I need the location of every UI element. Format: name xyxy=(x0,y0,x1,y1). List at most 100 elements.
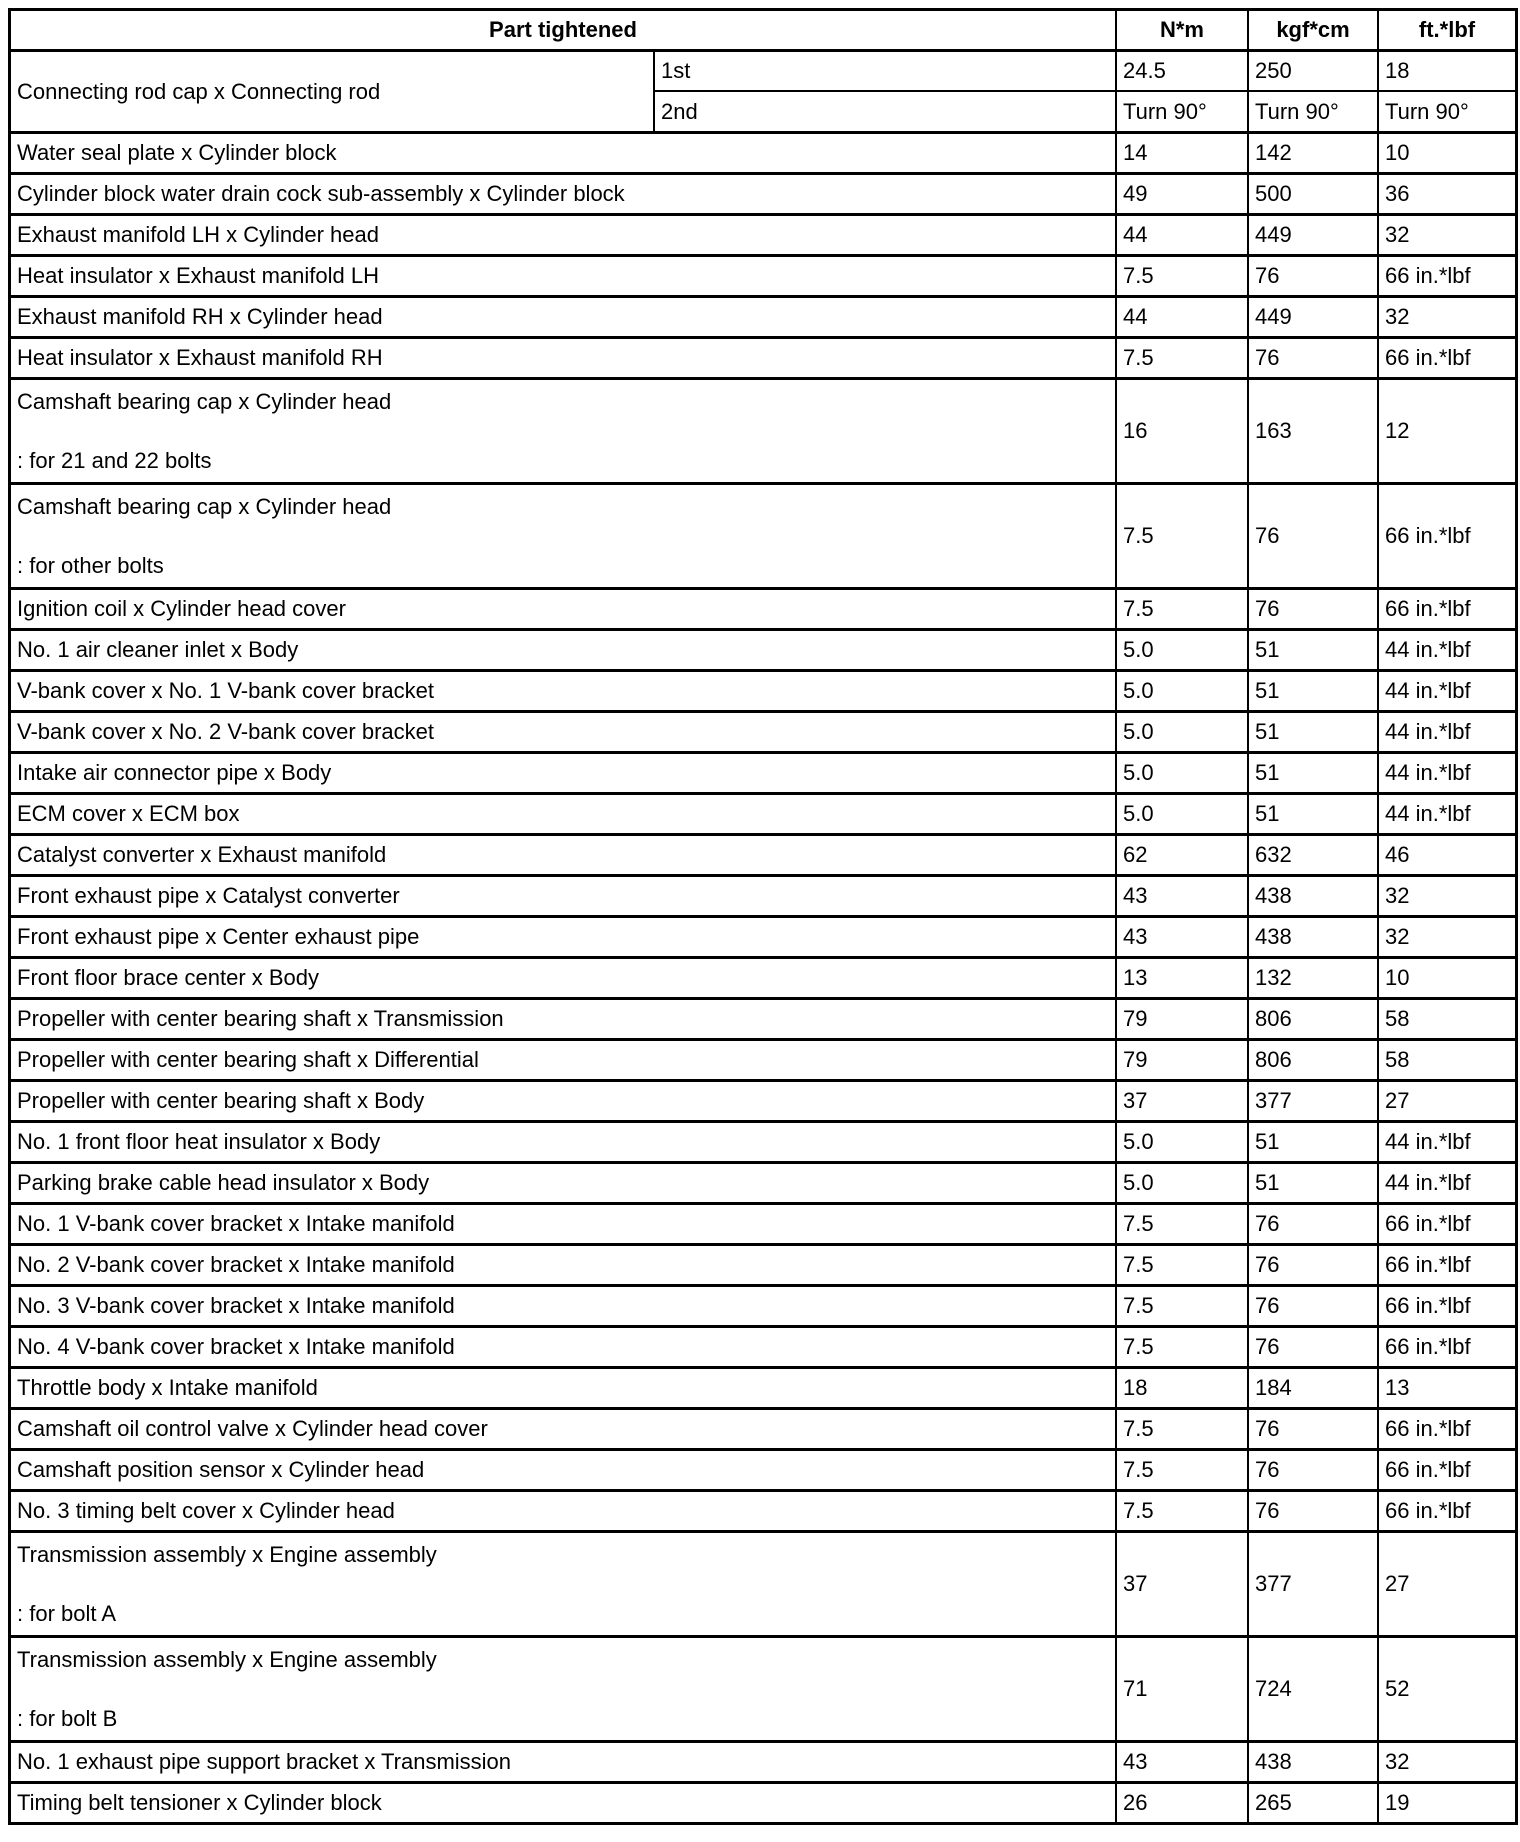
part-name-note: : for 21 and 22 bolts xyxy=(17,447,212,473)
torque-value-cell: Turn 90° xyxy=(1377,90,1515,131)
torque-value-cell: 806 xyxy=(1247,997,1377,1038)
table-row: Intake air connector pipe x Body 5.0 51 44 … xyxy=(11,751,1515,792)
torque-value-cell: 66 in.*lbf xyxy=(1377,587,1515,628)
torque-value-cell: 32 xyxy=(1377,1740,1515,1781)
torque-value-cell: 79 xyxy=(1115,997,1247,1038)
part-name-cell: Camshaft oil control valve x Cylinder he… xyxy=(11,1407,1115,1448)
table-row: V-bank cover x No. 1 V-bank cover bracke… xyxy=(11,669,1515,710)
torque-value-cell: 27 xyxy=(1377,1530,1515,1635)
part-name-cell: No. 3 V-bank cover bracket x Intake mani… xyxy=(11,1284,1115,1325)
part-name-cell: No. 1 V-bank cover bracket x Intake mani… xyxy=(11,1202,1115,1243)
torque-value-cell: 132 xyxy=(1247,956,1377,997)
torque-value-cell: 44 in.*lbf xyxy=(1377,1120,1515,1161)
column-header-nm: N*m xyxy=(1115,11,1247,49)
torque-value-cell: 76 xyxy=(1247,1407,1377,1448)
table-row: Exhaust manifold LH x Cylinder head 44 449… xyxy=(11,213,1515,254)
torque-value-cell: 44 in.*lbf xyxy=(1377,792,1515,833)
torque-value-cell: 66 in.*lbf xyxy=(1377,1407,1515,1448)
part-name-cell: Intake air connector pipe x Body xyxy=(11,751,1115,792)
table-row: Exhaust manifold RH x Cylinder head 44 449… xyxy=(11,295,1515,336)
part-name-label: Transmission assembly x Engine assembly xyxy=(17,1542,437,1567)
torque-value-cell: 7.5 xyxy=(1115,1448,1247,1489)
torque-value-cell: 5.0 xyxy=(1115,628,1247,669)
column-header-part: Part tightened xyxy=(489,17,637,43)
table-row: Front exhaust pipe x Catalyst converter 4… xyxy=(11,874,1515,915)
torque-value-cell: 44 in.*lbf xyxy=(1377,710,1515,751)
part-name-cell: Transmission assembly x Engine assembly:… xyxy=(11,1530,1115,1635)
torque-value-cell: 5.0 xyxy=(1115,710,1247,751)
torque-value-cell: 19 xyxy=(1377,1781,1515,1822)
torque-value-cell: 76 xyxy=(1247,587,1377,628)
torque-value-cell: 184 xyxy=(1247,1366,1377,1407)
table-row: No. 1 air cleaner inlet x Body 5.0 51 44 in… xyxy=(11,628,1515,669)
torque-value-cell: 32 xyxy=(1377,213,1515,254)
table-row: Water seal plate x Cylinder block 14 142 10 xyxy=(11,131,1515,172)
part-name-cell: V-bank cover x No. 2 V-bank cover bracke… xyxy=(11,710,1115,751)
torque-value-cell: 438 xyxy=(1247,1740,1377,1781)
part-name-cell: No. 4 V-bank cover bracket x Intake mani… xyxy=(11,1325,1115,1366)
torque-value-cell: 724 xyxy=(1247,1635,1377,1740)
torque-value-cell: 36 xyxy=(1377,172,1515,213)
torque-value-cell: 66 in.*lbf xyxy=(1377,254,1515,295)
table-row: Camshaft oil control valve x Cylinder he… xyxy=(11,1407,1515,1448)
torque-value-cell: 66 in.*lbf xyxy=(1377,1448,1515,1489)
part-name-note: : for other bolts xyxy=(17,552,164,578)
part-name-cell: Transmission assembly x Engine assembly:… xyxy=(11,1635,1115,1740)
torque-value-cell: 76 xyxy=(1247,482,1377,587)
table-row: Propeller with center bearing shaft x Tr… xyxy=(11,997,1515,1038)
torque-value-cell: 13 xyxy=(1377,1366,1515,1407)
part-name-wrap: Camshaft bearing cap x Cylinder head: fo… xyxy=(11,485,1115,587)
torque-value-cell: 76 xyxy=(1247,336,1377,377)
table-row: Transmission assembly x Engine assembly:… xyxy=(11,1530,1515,1635)
torque-value-cell: 142 xyxy=(1247,131,1377,172)
torque-value-cell: 26 xyxy=(1115,1781,1247,1822)
part-name-cell: Timing belt tensioner x Cylinder block xyxy=(11,1781,1115,1822)
torque-value-cell: 10 xyxy=(1377,131,1515,172)
table-row: No. 3 timing belt cover x Cylinder head 7… xyxy=(11,1489,1515,1530)
part-name-cell: Propeller with center bearing shaft x Di… xyxy=(11,1038,1115,1079)
torque-value-cell: Turn 90° xyxy=(1247,90,1377,131)
part-name-cell: Exhaust manifold LH x Cylinder head xyxy=(11,213,1115,254)
part-name-cell: Throttle body x Intake manifold xyxy=(11,1366,1115,1407)
torque-value-cell: 5.0 xyxy=(1115,1120,1247,1161)
header-row: Part tightened N*m kgf*cm ft.*lbf xyxy=(11,11,1515,49)
torque-value-cell: 44 in.*lbf xyxy=(1377,751,1515,792)
part-name-label: Camshaft bearing cap x Cylinder head xyxy=(17,389,392,414)
table-row: V-bank cover x No. 2 V-bank cover bracke… xyxy=(11,710,1515,751)
torque-value-cell: 7.5 xyxy=(1115,587,1247,628)
torque-value-cell: 44 xyxy=(1115,295,1247,336)
torque-value-cell: 71 xyxy=(1115,1635,1247,1740)
torque-value-cell: 66 in.*lbf xyxy=(1377,1202,1515,1243)
torque-value-cell: 49 xyxy=(1115,172,1247,213)
table-row: Cylinder block water drain cock sub-asse… xyxy=(11,172,1515,213)
torque-value-cell: 438 xyxy=(1247,874,1377,915)
torque-value-cell: 51 xyxy=(1247,751,1377,792)
part-name-cell: Ignition coil x Cylinder head cover xyxy=(11,587,1115,628)
table-row: Camshaft bearing cap x Cylinder head: fo… xyxy=(11,482,1515,587)
torque-value-cell: 52 xyxy=(1377,1635,1515,1740)
table-row: No. 4 V-bank cover bracket x Intake mani… xyxy=(11,1325,1515,1366)
table-row: Camshaft position sensor x Cylinder head… xyxy=(11,1448,1515,1489)
torque-value-cell: 51 xyxy=(1247,710,1377,751)
column-header-ftlbf: ft.*lbf xyxy=(1377,11,1515,49)
torque-value-cell: 24.5 xyxy=(1115,49,1247,90)
torque-value-cell: 66 in.*lbf xyxy=(1377,336,1515,377)
part-name-cell: Catalyst converter x Exhaust manifold xyxy=(11,833,1115,874)
torque-value-cell: 377 xyxy=(1247,1530,1377,1635)
part-name-cell: Exhaust manifold RH x Cylinder head xyxy=(11,295,1115,336)
torque-value-cell: 66 in.*lbf xyxy=(1377,482,1515,587)
torque-value-cell: 7.5 xyxy=(1115,482,1247,587)
torque-value-cell: 806 xyxy=(1247,1038,1377,1079)
torque-value-cell: Turn 90° xyxy=(1115,90,1247,131)
step-cell: 2nd xyxy=(653,90,1115,131)
torque-value-cell: 76 xyxy=(1247,1243,1377,1284)
torque-value-cell: 51 xyxy=(1247,1120,1377,1161)
part-name-cell: Front floor brace center x Body xyxy=(11,956,1115,997)
table-row: No. 1 front floor heat insulator x Body 5… xyxy=(11,1120,1515,1161)
table-row: Propeller with center bearing shaft x Di… xyxy=(11,1038,1515,1079)
torque-value-cell: 76 xyxy=(1247,254,1377,295)
torque-value-cell: 16 xyxy=(1115,377,1247,482)
torque-value-cell: 7.5 xyxy=(1115,336,1247,377)
part-name-cell: Heat insulator x Exhaust manifold LH xyxy=(11,254,1115,295)
torque-value-cell: 51 xyxy=(1247,628,1377,669)
